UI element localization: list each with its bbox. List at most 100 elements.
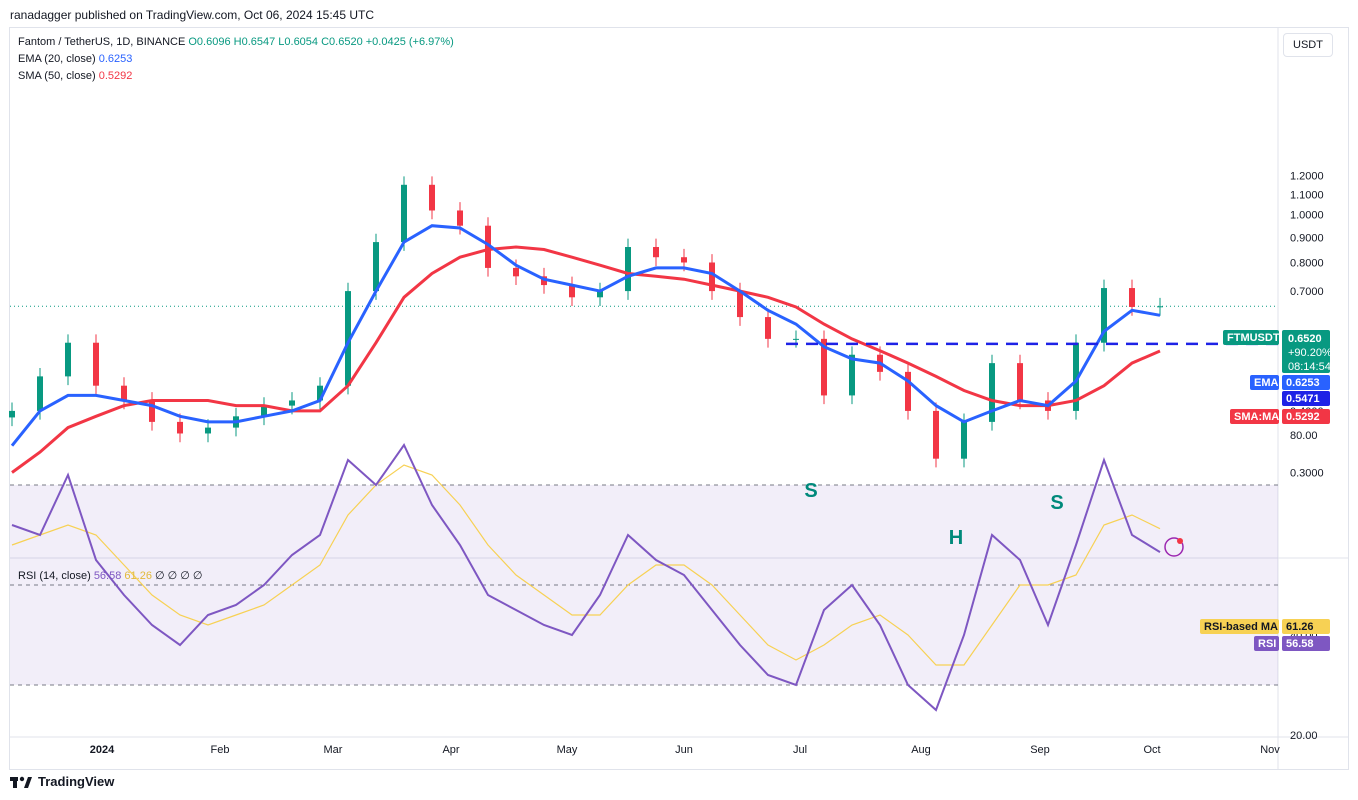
rsi-value: 56.58 [93, 570, 122, 582]
tradingview-logo-icon [10, 776, 32, 788]
legend-ema: EMA (20, close) 0.6253 [18, 53, 132, 65]
time-tick-label: Jun [675, 744, 693, 756]
last-price-tag-box [1282, 330, 1330, 373]
candle-body [793, 338, 799, 340]
rsi-ma-value: 61.26 [124, 570, 152, 582]
candle-body [905, 371, 911, 411]
rsi-ma-tag: RSI-based MA [1204, 621, 1278, 633]
candle-body [121, 385, 127, 401]
footer-brand: TradingView [10, 774, 114, 789]
event-dot-icon [1177, 538, 1183, 544]
candle-body [849, 354, 855, 396]
brand-name: TradingView [38, 774, 115, 789]
candle-body [205, 427, 211, 434]
change-value: +90.20% [1288, 347, 1332, 359]
publish-info: ranadagger published on TradingView.com,… [10, 8, 375, 22]
candle-body [65, 342, 71, 377]
rsi-ma-value-tag: 61.26 [1286, 621, 1314, 633]
candle-body [1101, 288, 1107, 343]
candle-body [261, 405, 267, 417]
candle-body [1157, 306, 1163, 308]
symbol-tag-box [1223, 330, 1279, 345]
rsi-tag-box [1254, 636, 1279, 651]
time-tick-label: Jul [793, 744, 807, 756]
price-tick-label: 1.1000 [1290, 189, 1324, 201]
legend-sma: SMA (50, close) 0.5292 [18, 70, 132, 82]
rsi-line [11, 443, 1161, 712]
time-tick-label: Aug [911, 744, 931, 756]
candle-body [933, 410, 939, 459]
sma-tag-box [1230, 409, 1279, 424]
candle-body [1129, 288, 1135, 307]
candle-body [765, 317, 771, 339]
price-tick-label: 0.3000 [1290, 468, 1324, 480]
candle-body [821, 338, 827, 396]
sma-label: SMA (50, close) [18, 70, 96, 82]
time-tick-label: Mar [324, 744, 343, 756]
ema-price-tag: 0.6253 [1286, 377, 1320, 389]
candle-body [317, 385, 323, 401]
sma-value: 0.5292 [98, 70, 133, 82]
rsi-value-tag-box [1282, 636, 1330, 651]
candle-body [1017, 363, 1023, 401]
rsi-label: RSI (14, close) [18, 570, 91, 582]
candle-body [485, 225, 491, 268]
rsi-tick-label: 80.00 [1290, 430, 1318, 442]
price-tick-label: 1.2000 [1290, 171, 1324, 183]
candle-body [37, 376, 43, 411]
candle-body [709, 262, 715, 292]
time-tick-label: Oct [1143, 744, 1160, 756]
ema-label: EMA (20, close) [18, 53, 96, 65]
rsi-extra: ∅ ∅ ∅ ∅ [155, 570, 203, 582]
ema20-line [10, 224, 1161, 447]
rsi-ma-tag-box [1200, 619, 1279, 634]
time-tick-label: 2024 [90, 744, 115, 756]
sma-price-tag-box [1282, 409, 1330, 424]
time-tick-label: May [557, 744, 578, 756]
pattern-label: S [1050, 492, 1063, 514]
candle-body [401, 184, 407, 243]
price-tick-label: 0.9000 [1290, 232, 1324, 244]
candle-body [373, 242, 379, 292]
candle-body [961, 421, 967, 459]
level-price-tag: 0.5471 [1286, 393, 1320, 405]
candle-body [625, 247, 631, 292]
countdown-value: 08:14:54 [1288, 361, 1331, 373]
candle-body [345, 291, 351, 386]
sma-price-tag: 0.5292 [1286, 411, 1320, 423]
currency-selector[interactable]: USDT [1283, 33, 1333, 57]
time-tick-label: Sep [1030, 744, 1050, 756]
sma-tag: SMA:MA [1234, 411, 1279, 423]
candle-body [149, 400, 155, 422]
symbol-tag: FTMUSDT [1227, 332, 1280, 344]
event-icon [1164, 537, 1184, 557]
pattern-label: S [804, 480, 817, 502]
sma50-line [11, 245, 1161, 474]
level-price-tag-box [1282, 391, 1330, 406]
price-tick-label: 1.0000 [1290, 210, 1324, 222]
candle-body [93, 342, 99, 386]
candle-body [681, 257, 687, 263]
legend-rsi: RSI (14, close) 56.58 61.26 ∅ ∅ ∅ ∅ [18, 569, 203, 582]
time-tick-label: Nov [1260, 744, 1280, 756]
price-tick-label: 0.8000 [1290, 258, 1324, 270]
rsi-tick-label: 20.00 [1290, 730, 1318, 742]
last-price-value: 0.6520 [1288, 333, 1322, 345]
symbol-label: Fantom / TetherUS, 1D, BINANCE [18, 36, 186, 48]
candle-body [1073, 342, 1079, 411]
ema-tag-box [1250, 375, 1279, 390]
legend-symbol: Fantom / TetherUS, 1D, BINANCE O0.6096 H… [18, 36, 454, 48]
rsi-ma-value-tag-box [1282, 619, 1330, 634]
candle-body [289, 400, 295, 406]
candle-body [177, 421, 183, 434]
candle-body [429, 184, 435, 211]
candle-body [653, 247, 659, 258]
candle-body [513, 267, 519, 277]
chart-frame [9, 27, 1349, 770]
rsi-value-tag: 56.58 [1286, 638, 1314, 650]
time-tick-label: Apr [442, 744, 459, 756]
pattern-label: H [949, 527, 963, 549]
time-tick-label: Feb [211, 744, 230, 756]
rsi-tag: RSI [1258, 638, 1276, 650]
